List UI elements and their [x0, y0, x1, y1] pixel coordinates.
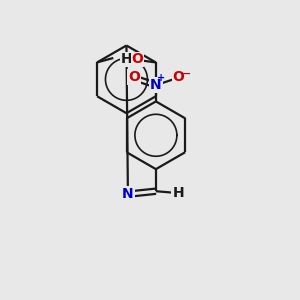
Text: +: + — [157, 73, 165, 82]
Text: O: O — [172, 70, 184, 84]
Text: H: H — [121, 52, 132, 67]
Text: −: − — [182, 68, 191, 78]
Text: N: N — [150, 78, 162, 92]
Text: O: O — [128, 70, 140, 84]
Text: O: O — [131, 52, 143, 67]
Text: H: H — [172, 186, 184, 200]
Text: N: N — [122, 187, 134, 201]
